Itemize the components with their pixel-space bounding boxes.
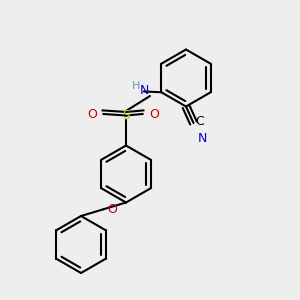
Text: N: N — [197, 131, 207, 145]
Text: C: C — [195, 115, 204, 128]
Text: N: N — [139, 83, 149, 97]
Text: H: H — [132, 81, 141, 91]
Text: S: S — [122, 109, 130, 122]
Text: O: O — [107, 203, 117, 216]
Text: O: O — [149, 107, 159, 121]
Text: O: O — [87, 107, 97, 121]
